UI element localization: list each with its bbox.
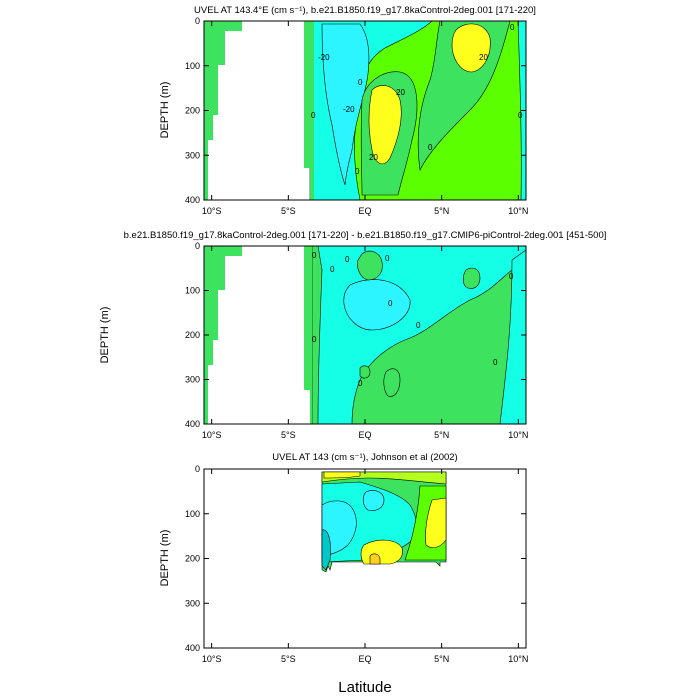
panel-2-field-green-low bbox=[383, 368, 401, 397]
panel-2-contour-label: 0 bbox=[358, 379, 363, 388]
panel-2-contour-label: 0 bbox=[385, 254, 390, 263]
panel-2-contour-label: 0 bbox=[330, 265, 335, 274]
panel-3-field-gold-top bbox=[323, 471, 361, 479]
panel-2-contour-label: 0 bbox=[509, 272, 514, 281]
panel-2-field-green-core bbox=[357, 250, 383, 281]
panel-2-title: b.e21.B1850.f19_g17.8kaControl-2deg.001 … bbox=[124, 230, 607, 241]
panel-2-contour-label: 0 bbox=[416, 321, 421, 330]
x-tick-label: 10°N bbox=[508, 206, 528, 216]
x-tick-label: 5°N bbox=[434, 654, 449, 664]
x-tick-label: 5°S bbox=[281, 430, 296, 440]
panel-2-field-sky bbox=[343, 279, 411, 331]
panel-1-contour-label: 20 bbox=[369, 153, 378, 162]
x-tick-label: 10°S bbox=[202, 430, 222, 440]
y-tick-label: 0 bbox=[195, 241, 200, 251]
panel-3-field-teal bbox=[321, 529, 331, 571]
y-tick-label: 100 bbox=[185, 61, 200, 71]
x-tick-label: 5°S bbox=[281, 654, 296, 664]
x-tick-label: 5°S bbox=[281, 206, 296, 216]
x-axis-label: Latitude bbox=[338, 679, 391, 696]
panel-1-contours bbox=[204, 21, 526, 200]
panel-1-land-strip bbox=[204, 21, 242, 200]
panel-2-land-edge bbox=[304, 246, 312, 424]
y-tick-label: 200 bbox=[185, 330, 200, 340]
panel-1: UVEL AT 143.4°E (cm s⁻¹), b.e21.B1850.f1… bbox=[159, 5, 536, 216]
x-tick-label: 10°N bbox=[508, 430, 528, 440]
x-tick-label: 10°S bbox=[202, 654, 222, 664]
x-tick-label: EQ bbox=[358, 430, 371, 440]
panel-1-ylabel: DEPTH (m) bbox=[159, 82, 171, 139]
panel-2-field-green-small bbox=[359, 365, 371, 379]
panel-2-land-strip bbox=[204, 246, 242, 424]
y-tick-label: 100 bbox=[185, 509, 200, 519]
panel-2-contours bbox=[204, 246, 526, 424]
panel-3-title: UVEL AT 143 (cm s⁻¹), Johnson et al (200… bbox=[272, 452, 457, 463]
panel-3-field-sky bbox=[321, 500, 357, 557]
panel-2-field-right-band bbox=[499, 249, 526, 424]
x-tick-label: 5°N bbox=[434, 430, 449, 440]
panel-2-land-gap bbox=[242, 246, 304, 424]
panel-3-field-yellow bbox=[425, 497, 447, 549]
panel-2-contour-label: 0 bbox=[493, 358, 498, 367]
x-tick-label: 10°S bbox=[202, 206, 222, 216]
y-tick-label: 300 bbox=[185, 375, 200, 385]
y-tick-label: 400 bbox=[185, 195, 200, 205]
panel-1-contour-label: 0 bbox=[355, 167, 360, 176]
x-tick-label: EQ bbox=[358, 206, 371, 216]
panel-2-contour-label: 0 bbox=[345, 255, 350, 264]
y-tick-label: 0 bbox=[195, 16, 200, 26]
panel-1-contour-label: -20 bbox=[318, 53, 330, 62]
y-tick-label: 0 bbox=[195, 464, 200, 474]
y-tick-label: 400 bbox=[185, 419, 200, 429]
panel-1-land-edge bbox=[304, 21, 314, 200]
panel-2-contour-label: 0 bbox=[388, 299, 393, 308]
panel-3-field-yellow-low bbox=[360, 539, 403, 565]
y-tick-label: 300 bbox=[185, 598, 200, 608]
panel-2-contour-label: 0 bbox=[312, 251, 317, 260]
panel-1-field-sky bbox=[321, 23, 370, 186]
panel-3-contours bbox=[321, 471, 447, 573]
panel-3-ylabel: DEPTH (m) bbox=[159, 530, 171, 587]
y-tick-label: 200 bbox=[185, 106, 200, 116]
y-tick-label: 300 bbox=[185, 150, 200, 160]
panel-1-contour-label: -20 bbox=[343, 105, 355, 114]
panel-1-contour-label: 0 bbox=[510, 23, 515, 32]
panel-1-title: UVEL AT 143.4°E (cm s⁻¹), b.e21.B1850.f1… bbox=[194, 5, 536, 16]
panel-1-contour-label: 20 bbox=[396, 88, 405, 97]
panel-3: UVEL AT 143 (cm s⁻¹), Johnson et al (200… bbox=[159, 452, 528, 696]
panel-2-field-green-right bbox=[462, 267, 481, 289]
panel-1-contour-label: 0 bbox=[428, 143, 433, 152]
panel-3-field-sky-mid bbox=[362, 490, 385, 511]
panel-1-contour-label: 0 bbox=[358, 78, 363, 87]
panel-3-axes: 10°S 5°S EQ 5°N 10°N 0 100 200 300 400 bbox=[185, 464, 528, 664]
panel-1-contour-label: 0 bbox=[518, 111, 523, 120]
panel-1-contour-label: 0 bbox=[311, 111, 316, 120]
panel-2: b.e21.B1850.f19_g17.8kaControl-2deg.001 … bbox=[99, 230, 606, 440]
panel-1-land-gap bbox=[242, 21, 304, 200]
y-tick-label: 100 bbox=[185, 286, 200, 296]
x-tick-label: 10°N bbox=[508, 654, 528, 664]
panel-2-ylabel: DEPTH (m) bbox=[99, 307, 111, 364]
panel-1-field-yellow-right bbox=[451, 23, 491, 73]
panel-2-contour-label: 0 bbox=[312, 335, 317, 344]
panel-3-field-gold bbox=[369, 553, 381, 565]
panel-1-contour-label: 20 bbox=[479, 53, 488, 62]
x-tick-label: 5°N bbox=[434, 206, 449, 216]
y-tick-label: 200 bbox=[185, 554, 200, 564]
y-tick-label: 400 bbox=[185, 643, 200, 653]
x-tick-label: EQ bbox=[358, 654, 371, 664]
panel-2-axes: 10°S 5°S EQ 5°N 10°N 0 100 200 300 400 bbox=[185, 241, 528, 440]
panel-1-field-yellow bbox=[368, 85, 402, 165]
